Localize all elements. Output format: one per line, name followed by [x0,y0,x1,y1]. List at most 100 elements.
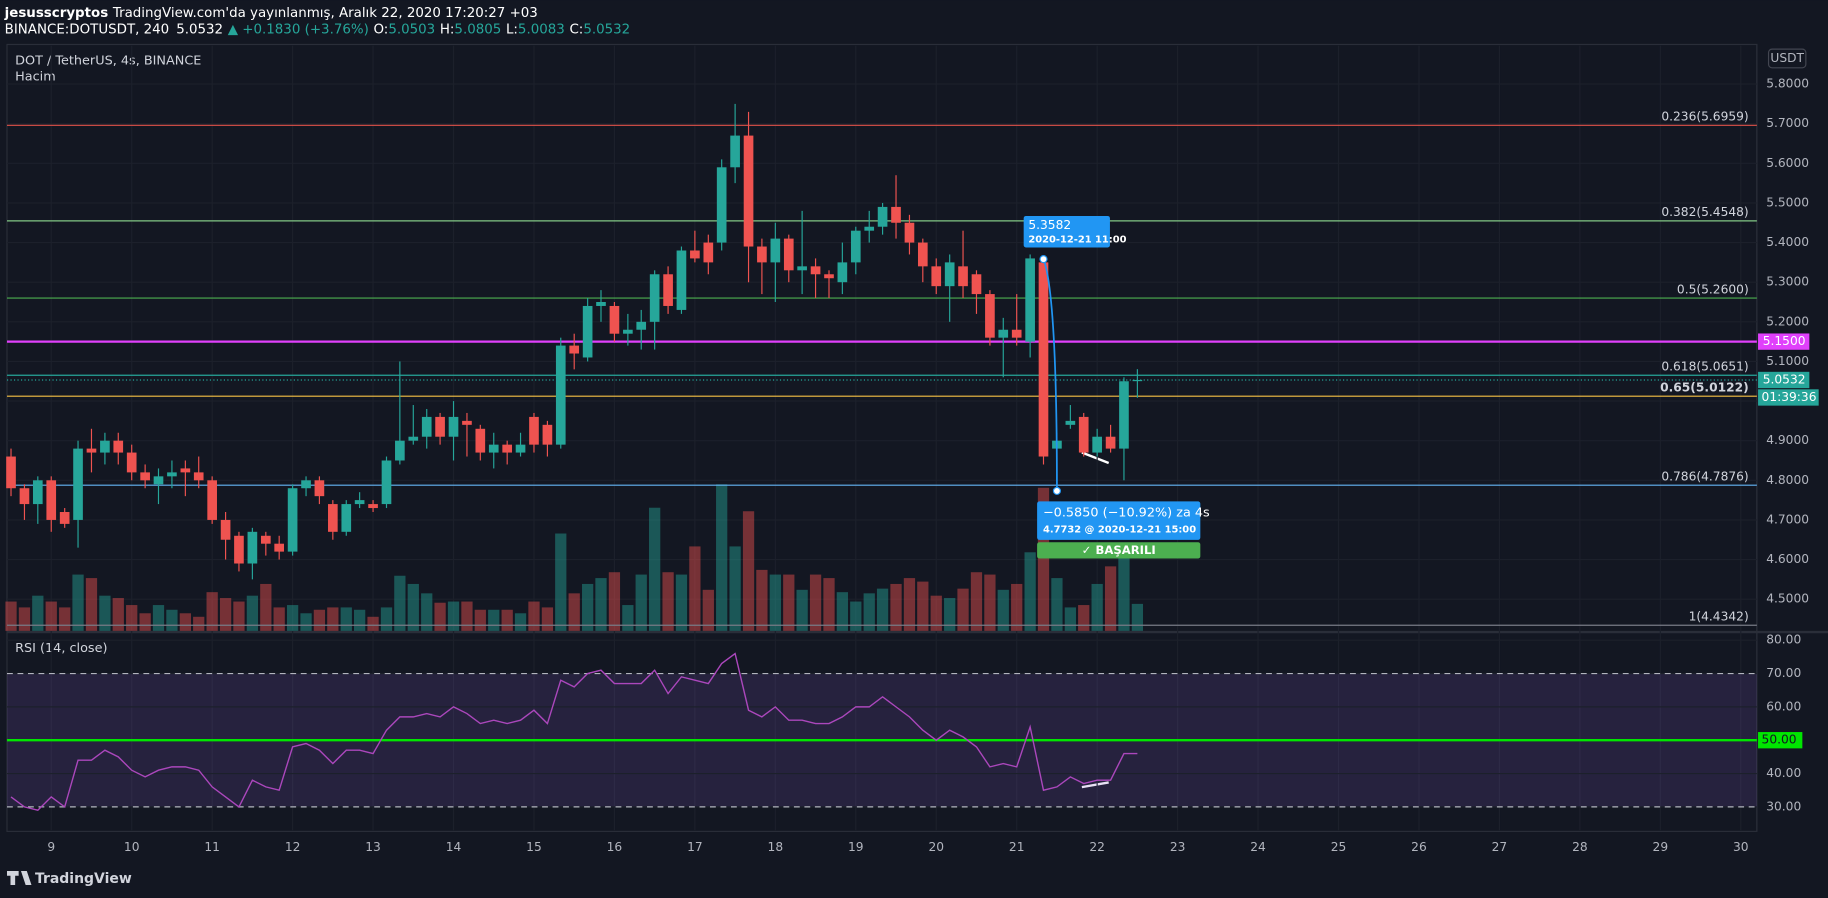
y-tick-label: 5.4000 [1766,235,1809,249]
candle-body [555,345,566,445]
x-tick-label: 13 [365,840,381,854]
candle-body [891,206,901,223]
symbol-line: BINANCE:DOTUSDT, 240 5.0532 ▲ +0.1830 (+3.… [5,22,631,37]
y-tick-label: 5.7000 [1766,116,1809,130]
x-tick-label: 11 [204,840,220,854]
volume-bar [944,598,956,631]
y-tick-label: 5.1000 [1766,354,1809,368]
price-tag-label: 5.0532 [1763,372,1806,386]
volume-bar [246,595,259,631]
volume-bar [809,574,822,631]
volume-bar [447,601,460,631]
volume-bar [59,607,71,631]
candle-body [274,543,285,552]
candle-body [381,460,392,505]
candle-body [971,274,982,295]
candle-body [1092,436,1102,453]
candle-body [207,480,217,520]
mid-tag [1758,732,1803,749]
trend-line [1081,781,1109,789]
volume-bar [72,574,84,631]
y-tick-label: 70.00 [1766,666,1801,680]
volume-bar [1064,607,1076,631]
volume-bar [796,589,808,631]
volume-bar [421,593,433,631]
y-tick-label: 4.7000 [1766,512,1809,526]
candle-body [569,345,580,354]
x-tick-label: 10 [124,840,140,854]
fib-label: 0.65(5.0122) [1660,381,1749,395]
candle-body [220,519,231,540]
price-tag-label: 5.1500 [1763,334,1806,348]
volume-bar [769,574,781,631]
fib-label: 0.786(4.7876) [1661,470,1748,484]
measure-curve [1042,258,1058,491]
volume-bar [380,607,393,631]
candle-body [153,476,164,485]
price-tag [1758,371,1810,389]
volume-bar [286,605,299,631]
candle-body [314,480,325,497]
candle-body [1132,379,1143,382]
volume-bar [488,609,500,631]
candle-body [167,472,177,477]
status-box [1037,542,1201,559]
volume-bar [514,613,527,631]
volume-bar [595,578,607,631]
volume-bar [18,607,31,631]
x-tick-label: 17 [687,840,703,854]
x-tick-label: 27 [1492,840,1508,854]
candle-body [958,266,968,287]
candle-body [730,135,740,168]
candle-body [46,480,57,520]
candle-body [1025,258,1035,342]
candle-body [716,167,727,243]
high-marker [1039,255,1048,264]
countdown: 01:39:36 [1762,390,1817,404]
volume-bar [836,592,848,631]
volume-bar [702,589,714,631]
volume-bar [126,605,138,631]
candle-body [421,416,432,437]
y-tick-label: 5.5000 [1766,195,1809,209]
volume-bar [112,598,124,631]
note-date: 2020-12-21 11:00 [1028,234,1126,245]
y-tick-label: 4.5000 [1766,592,1809,606]
candle-body [435,416,445,437]
candle-body [690,250,700,259]
candle-body [1011,329,1022,338]
volume-bar [353,609,366,631]
y-tick-label: 40.00 [1766,766,1801,780]
candle-body [6,456,16,489]
candle-body [1119,381,1129,449]
brand-logo [6,871,32,886]
candle-body [783,238,794,271]
header-line: jesusscryptos TradingView.com'da yayınlan… [4,6,538,21]
ohlc-label: H: [440,22,455,37]
candle-body [582,305,593,358]
candle-body [354,500,365,505]
candle-body [475,428,486,453]
x-tick-label: 20 [928,840,944,854]
volume-bar [193,616,205,631]
volume-bar [930,595,942,631]
volume-bar [635,574,647,631]
candle-body [502,444,513,453]
volume-bar [300,613,312,631]
note-box [1023,215,1110,248]
volume-bar [85,578,98,631]
volume-bar [139,613,151,631]
low-marker [1052,486,1062,496]
volume-bar [1118,554,1130,631]
candle-body [663,274,673,306]
volume-bar [1078,605,1090,631]
candle-body [850,230,861,263]
ohlc-label: C: [569,22,583,37]
x-tick-label: 19 [848,840,864,854]
volume-bar [662,572,674,631]
y-tick-label: 5.3000 [1766,275,1809,289]
candle-body [998,329,1009,338]
candle-body [676,250,687,310]
candle-body [287,488,298,552]
ohlc-label: L: [506,22,518,37]
